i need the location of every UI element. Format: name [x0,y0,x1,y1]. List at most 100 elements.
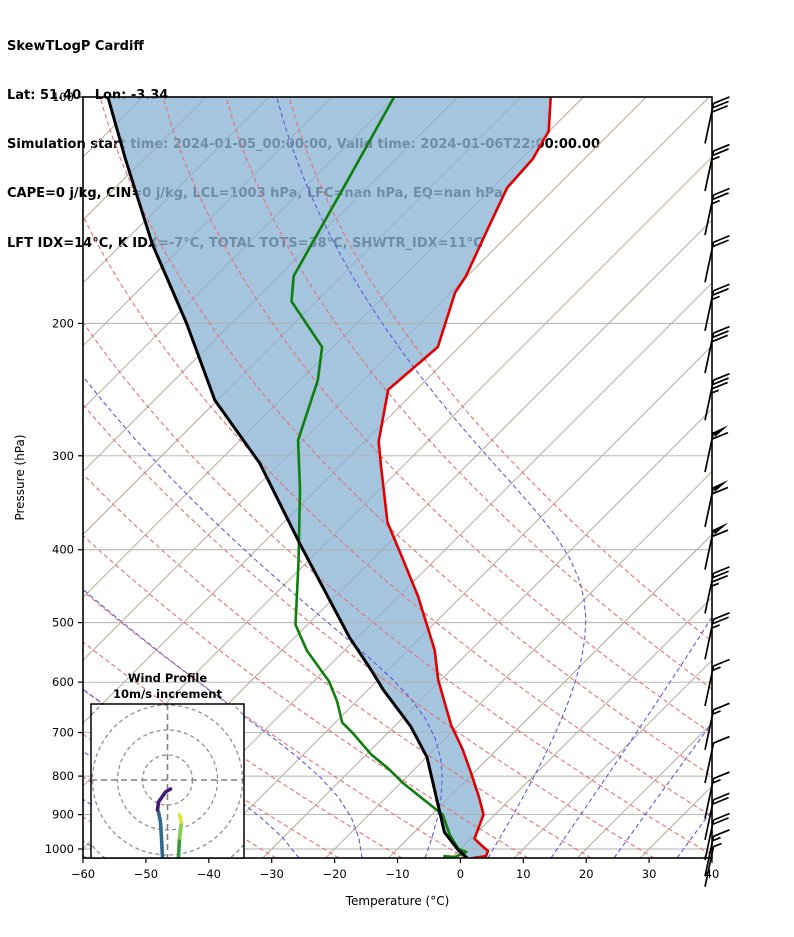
wind-barb [704,187,730,236]
wind-barb [704,658,730,707]
hodograph-subtitle: 10m/s increment [113,687,222,701]
moist-adiabat-line [83,588,363,858]
wind-barb [704,612,730,660]
barb-full [711,381,728,390]
moist-adiabat-line [740,98,794,858]
hodograph-trace [156,810,165,858]
wind-barb-column [704,96,730,887]
barb-full [712,100,729,109]
barb-half [711,199,720,205]
hodograph-trace-segment [176,836,182,858]
barb-staff [704,665,715,707]
isotherm-line [388,533,712,858]
isotherm-line [83,97,270,284]
barb-staff [704,742,715,784]
temperature-tick-label: −10 [385,867,409,881]
hodograph-trace-segment [177,820,184,840]
pressure-tick-label: 800 [52,769,74,783]
temperature-tick-label: 30 [642,867,657,881]
isotherm-line [576,722,712,858]
barb-staff [704,836,715,877]
wind-barb [704,479,729,528]
isotherm-line [451,596,712,858]
barb-full [712,796,729,805]
barb-half [711,155,720,161]
moist-adiabat-line [676,809,712,858]
pressure-tick-label: 300 [52,449,74,463]
temperature-tick-label: −40 [197,867,221,881]
pressure-tick-label: 400 [52,543,74,557]
barb-staff [704,242,715,283]
barb-staff [704,709,715,751]
wind-barb [704,771,730,819]
wind-barb [704,812,730,861]
dry-adiabat-line [225,97,712,690]
barb-staff [704,619,715,660]
barb-full [713,96,730,105]
wind-barb [704,143,730,192]
barb-half [711,295,720,301]
temperature-tick-label: 20 [579,867,594,881]
hodograph-trace-segment [177,813,184,824]
barb-half [712,710,721,715]
barb-staff [704,819,715,861]
pressure-tick-label: 600 [52,675,74,689]
pressure-tick-label: 500 [52,616,74,630]
barb-staff [704,846,715,887]
barb-full [713,234,730,244]
moist-adiabat-line [83,375,443,858]
isotherm-line [262,407,712,858]
pressure-axis-label: Pressure (hPa) [13,434,27,520]
wind-barb [704,702,730,751]
temperature-curve [377,97,552,858]
hodograph-inset: Wind Profile 10m/s increment [90,671,245,859]
barb-full [713,812,730,821]
pressure-tick-label: 1000 [45,842,74,856]
wind-barb [704,522,729,570]
temperature-axis: −60 −50 −40 −30 −20 −10 0 10 20 30 40 [71,858,719,881]
chart-title: SkewTLogP Cardiff [7,38,144,54]
wind-barb [704,96,730,144]
barb-pennant [713,425,729,438]
barb-full [713,566,730,575]
barb-full [712,239,729,248]
moist-adiabat-line [550,615,712,858]
barb-staff [704,332,715,374]
barb-full [713,143,730,152]
barb-full [711,529,729,538]
temperature-tick-label: 0 [457,867,464,881]
pressure-tick-label: 200 [52,316,74,330]
barb-staff [704,194,715,236]
temperature-axis-label: Temperature (°C) [345,894,450,908]
hodograph-grid [91,704,244,858]
barb-full [713,702,730,711]
barb-full [711,431,729,440]
dry-adiabat-line [83,534,529,858]
wind-barb [704,425,729,473]
plot-area [83,97,794,858]
barb-pennant [713,522,729,535]
parcel-curve [106,97,469,858]
wind-barb [704,325,730,374]
dewpoint-curve [290,97,468,858]
barb-half [710,582,720,588]
barb-full [711,104,728,114]
barb-staff [704,103,715,144]
pressure-tick-label: 900 [52,808,74,822]
isotherm-line [199,345,712,858]
temperature-tick-label: 10 [516,867,531,881]
moist-adiabat-line [276,97,587,858]
barb-full [713,325,730,334]
wind-barb [704,842,722,887]
barb-full [712,570,729,579]
wind-barb [704,829,730,877]
barb-full [712,817,729,826]
dry-adiabat-line [288,97,712,643]
barb-staff [704,290,715,331]
barb-full [713,771,730,780]
barb-half [712,666,721,672]
barb-staff [704,778,715,819]
barb-full [712,192,729,201]
